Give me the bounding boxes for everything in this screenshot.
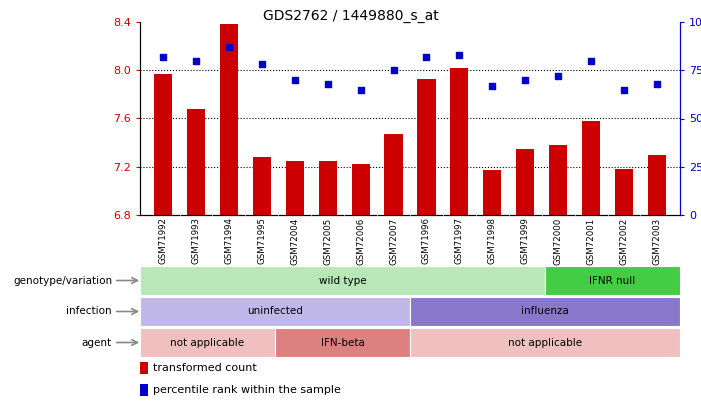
Text: GDS2762 / 1449880_s_at: GDS2762 / 1449880_s_at <box>263 9 438 23</box>
Bar <box>140 297 410 326</box>
Text: GSM71996: GSM71996 <box>422 217 431 264</box>
Point <box>486 83 498 89</box>
Bar <box>417 79 435 215</box>
Point <box>651 81 662 87</box>
Bar <box>582 121 600 215</box>
Bar <box>450 68 468 215</box>
Bar <box>384 134 402 215</box>
Point <box>388 67 399 73</box>
Text: not applicable: not applicable <box>170 337 245 347</box>
Point <box>322 81 333 87</box>
Text: wild type: wild type <box>319 275 367 286</box>
Text: not applicable: not applicable <box>508 337 582 347</box>
Bar <box>220 24 238 215</box>
Text: GSM71993: GSM71993 <box>191 217 200 264</box>
Bar <box>648 155 666 215</box>
Text: IFN-beta: IFN-beta <box>320 337 365 347</box>
Text: percentile rank within the sample: percentile rank within the sample <box>153 385 341 395</box>
Bar <box>253 157 271 215</box>
Text: GSM71992: GSM71992 <box>158 217 168 264</box>
Bar <box>352 164 369 215</box>
Bar <box>516 149 534 215</box>
Point <box>585 58 597 64</box>
Point <box>158 53 169 60</box>
Text: GSM72004: GSM72004 <box>290 217 299 265</box>
Text: GSM72001: GSM72001 <box>587 217 596 265</box>
Text: GSM71994: GSM71994 <box>224 217 233 264</box>
Point <box>454 51 465 58</box>
Text: GSM71999: GSM71999 <box>521 217 530 264</box>
Bar <box>275 328 410 357</box>
Bar <box>410 297 680 326</box>
Text: GSM72006: GSM72006 <box>356 217 365 265</box>
Text: GSM72005: GSM72005 <box>323 217 332 265</box>
Bar <box>154 74 172 215</box>
Text: GSM71997: GSM71997 <box>455 217 464 264</box>
Bar <box>140 328 275 357</box>
Text: IFNR null: IFNR null <box>590 275 636 286</box>
Text: GSM71995: GSM71995 <box>257 217 266 264</box>
Bar <box>483 171 501 215</box>
Point <box>355 86 366 93</box>
Point <box>421 53 432 60</box>
Text: agent: agent <box>82 337 112 347</box>
Text: GSM72002: GSM72002 <box>620 217 629 265</box>
Point <box>191 58 202 64</box>
Bar <box>410 328 680 357</box>
Text: GSM72007: GSM72007 <box>389 217 398 265</box>
Point <box>257 61 268 68</box>
Bar <box>140 266 545 295</box>
Text: GSM71998: GSM71998 <box>488 217 497 264</box>
Bar <box>319 161 336 215</box>
Text: GSM72000: GSM72000 <box>554 217 563 265</box>
Text: transformed count: transformed count <box>153 363 257 373</box>
Bar <box>187 109 205 215</box>
Point <box>618 86 629 93</box>
Bar <box>615 169 633 215</box>
Text: influenza: influenza <box>521 307 569 316</box>
Bar <box>545 266 680 295</box>
Point <box>224 44 235 50</box>
Bar <box>140 384 149 396</box>
Point <box>519 77 531 83</box>
Point <box>552 73 564 79</box>
Text: genotype/variation: genotype/variation <box>13 275 112 286</box>
Point <box>289 77 300 83</box>
Bar <box>140 362 149 374</box>
Bar <box>286 161 304 215</box>
Text: uninfected: uninfected <box>247 307 303 316</box>
Text: infection: infection <box>67 307 112 316</box>
Text: GSM72003: GSM72003 <box>653 217 662 265</box>
Bar <box>549 145 567 215</box>
